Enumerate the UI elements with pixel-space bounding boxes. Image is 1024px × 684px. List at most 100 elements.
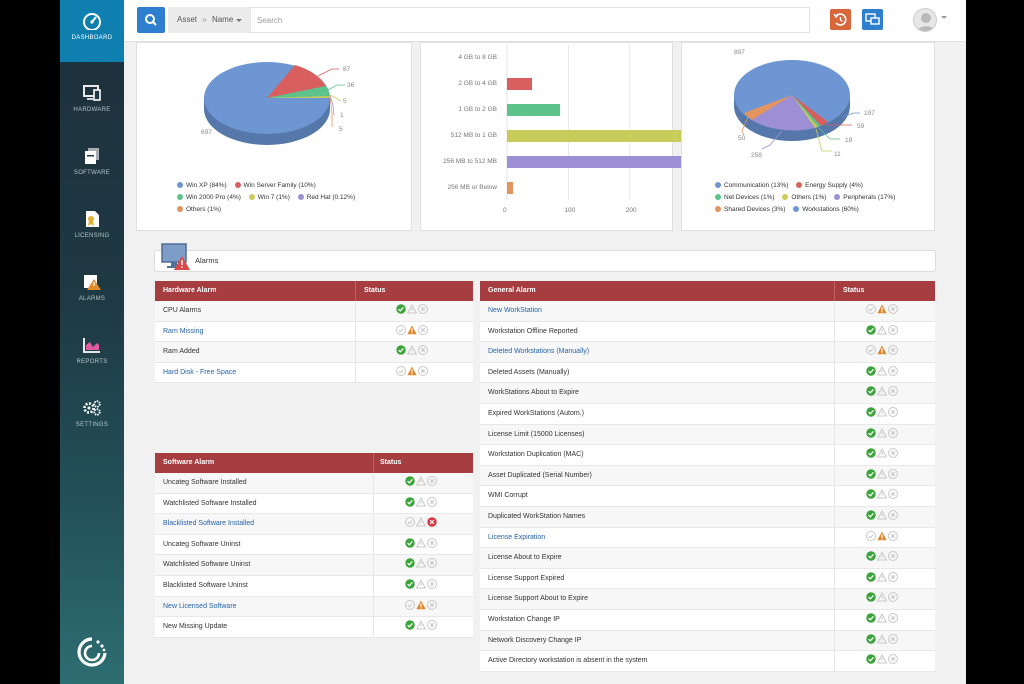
check-icon[interactable] bbox=[396, 324, 406, 335]
error-icon[interactable] bbox=[888, 365, 898, 376]
table-row[interactable]: New WorkStation bbox=[480, 301, 935, 322]
alarm-name[interactable]: Hard Disk - Free Space bbox=[163, 368, 237, 376]
error-icon[interactable] bbox=[888, 612, 898, 623]
warning-icon[interactable] bbox=[877, 633, 887, 644]
check-icon[interactable] bbox=[866, 654, 876, 664]
check-icon[interactable] bbox=[405, 579, 415, 589]
alarm-name[interactable]: Ram Missing bbox=[163, 327, 204, 335]
ram-bar[interactable] bbox=[507, 78, 532, 90]
legend-item[interactable]: Communication (13%) bbox=[715, 182, 788, 189]
table-row[interactable]: Workstation Duplication (MAC) bbox=[480, 445, 935, 466]
table-row[interactable]: New Licensed Software bbox=[155, 596, 473, 618]
error-icon[interactable] bbox=[888, 386, 898, 397]
error-icon[interactable] bbox=[418, 345, 428, 356]
warning-icon[interactable] bbox=[877, 592, 887, 602]
table-row[interactable]: Blacklisted Software Installed bbox=[155, 514, 473, 535]
error-icon[interactable] bbox=[888, 468, 898, 479]
alarm-name[interactable]: Deleted Workstations (Manually) bbox=[488, 348, 590, 356]
table-row[interactable]: Uncateg Software Installed bbox=[155, 473, 473, 494]
check-icon[interactable] bbox=[866, 366, 876, 376]
warning-icon[interactable] bbox=[877, 324, 887, 335]
table-row[interactable]: License Limit (15000 Licenses) bbox=[480, 424, 935, 446]
legend-item[interactable]: Win Server Family (10%) bbox=[234, 182, 316, 189]
check-icon[interactable] bbox=[866, 489, 876, 500]
ram-bar[interactable] bbox=[507, 182, 514, 194]
error-icon[interactable] bbox=[888, 406, 898, 417]
error-icon[interactable] bbox=[427, 517, 437, 527]
warning-icon[interactable] bbox=[416, 620, 426, 630]
error-icon[interactable] bbox=[427, 599, 437, 610]
sidebar-item-hardware[interactable]: HARDWARE bbox=[60, 74, 124, 136]
warning-icon[interactable] bbox=[416, 517, 426, 527]
history-button[interactable] bbox=[830, 9, 851, 30]
error-icon[interactable] bbox=[888, 592, 898, 603]
sidebar-item-dashboard[interactable]: DASHBOARD bbox=[60, 0, 124, 62]
check-icon[interactable] bbox=[866, 633, 876, 644]
table-row[interactable]: CPU Alarms bbox=[155, 301, 473, 322]
check-icon[interactable] bbox=[866, 448, 876, 458]
error-icon[interactable] bbox=[888, 654, 898, 665]
table-row[interactable]: Workstation Offline Reported bbox=[480, 321, 935, 343]
error-icon[interactable] bbox=[888, 633, 898, 644]
table-row[interactable]: License About to Expire bbox=[480, 548, 935, 569]
ram-bar[interactable] bbox=[507, 156, 692, 168]
warning-icon[interactable] bbox=[407, 345, 417, 355]
warning-icon[interactable] bbox=[877, 551, 887, 561]
error-icon[interactable] bbox=[418, 324, 428, 335]
check-icon[interactable] bbox=[866, 613, 876, 623]
table-row[interactable]: Workstation Change IP bbox=[480, 609, 935, 631]
error-icon[interactable] bbox=[427, 558, 437, 569]
warning-icon[interactable] bbox=[407, 304, 417, 314]
ram-bar[interactable] bbox=[507, 104, 561, 116]
warning-icon[interactable] bbox=[877, 406, 887, 417]
legend-item[interactable]: Shared Devices (3%) bbox=[715, 206, 785, 213]
table-row[interactable]: License Expiration bbox=[480, 527, 935, 549]
warning-icon[interactable] bbox=[877, 531, 887, 541]
warning-icon[interactable] bbox=[877, 489, 887, 499]
check-icon[interactable] bbox=[866, 469, 876, 479]
warning-icon[interactable] bbox=[416, 600, 426, 610]
legend-item[interactable]: Net Devices (1%) bbox=[715, 194, 775, 201]
error-icon[interactable] bbox=[427, 476, 437, 486]
remote-monitor-button[interactable] bbox=[862, 9, 883, 30]
error-icon[interactable] bbox=[418, 365, 428, 376]
table-row[interactable]: Deleted Workstations (Manually) bbox=[480, 342, 935, 363]
warning-icon[interactable] bbox=[877, 571, 887, 582]
legend-item[interactable]: Others (1%) bbox=[782, 194, 826, 201]
warning-icon[interactable] bbox=[407, 366, 417, 376]
error-icon[interactable] bbox=[888, 571, 898, 582]
table-row[interactable]: Duplicated WorkStation Names bbox=[480, 506, 935, 528]
legend-item[interactable]: Peripherals (17%) bbox=[834, 194, 895, 201]
warning-icon[interactable] bbox=[877, 304, 887, 314]
legend-item[interactable]: Energy Supply (4%) bbox=[796, 182, 863, 189]
legend-item[interactable]: Win 7 (1%) bbox=[248, 194, 290, 201]
sidebar-item-settings[interactable]: SETTINGS bbox=[60, 389, 124, 451]
error-icon[interactable] bbox=[888, 427, 898, 438]
table-row[interactable]: Watchlisted Software Installed bbox=[155, 493, 473, 515]
warning-icon[interactable] bbox=[877, 509, 887, 520]
warning-icon[interactable] bbox=[416, 476, 426, 486]
warning-icon[interactable] bbox=[877, 612, 887, 623]
warning-icon[interactable] bbox=[877, 345, 887, 355]
table-row[interactable]: Active Directory workstation is absent i… bbox=[480, 651, 935, 672]
error-icon[interactable] bbox=[888, 551, 898, 562]
search-scope-select[interactable]: Asset » Name bbox=[168, 7, 250, 33]
check-icon[interactable] bbox=[866, 592, 876, 603]
alarm-name[interactable]: Blacklisted Software Installed bbox=[163, 520, 255, 528]
warning-icon[interactable] bbox=[877, 386, 887, 396]
table-row[interactable]: Blacklisted Software Uninst bbox=[155, 575, 473, 597]
check-icon[interactable] bbox=[396, 304, 406, 314]
check-icon[interactable] bbox=[866, 407, 876, 417]
table-row[interactable]: License Support Expired bbox=[480, 568, 935, 590]
check-icon[interactable] bbox=[405, 620, 415, 630]
legend-item[interactable]: Red Hat (0.12%) bbox=[297, 194, 355, 201]
table-row[interactable]: WorkStations About to Expire bbox=[480, 383, 935, 404]
table-row[interactable]: Watchlisted Software Uninst bbox=[155, 555, 473, 576]
user-avatar[interactable] bbox=[913, 8, 937, 32]
chevron-down-icon[interactable] bbox=[941, 16, 947, 19]
legend-item[interactable]: Win XP (84%) bbox=[177, 182, 227, 189]
sidebar-item-reports[interactable]: REPORTS bbox=[60, 326, 124, 388]
error-icon[interactable] bbox=[427, 537, 437, 548]
error-icon[interactable] bbox=[888, 324, 898, 335]
alarm-name[interactable]: New Licensed Software bbox=[163, 602, 237, 610]
